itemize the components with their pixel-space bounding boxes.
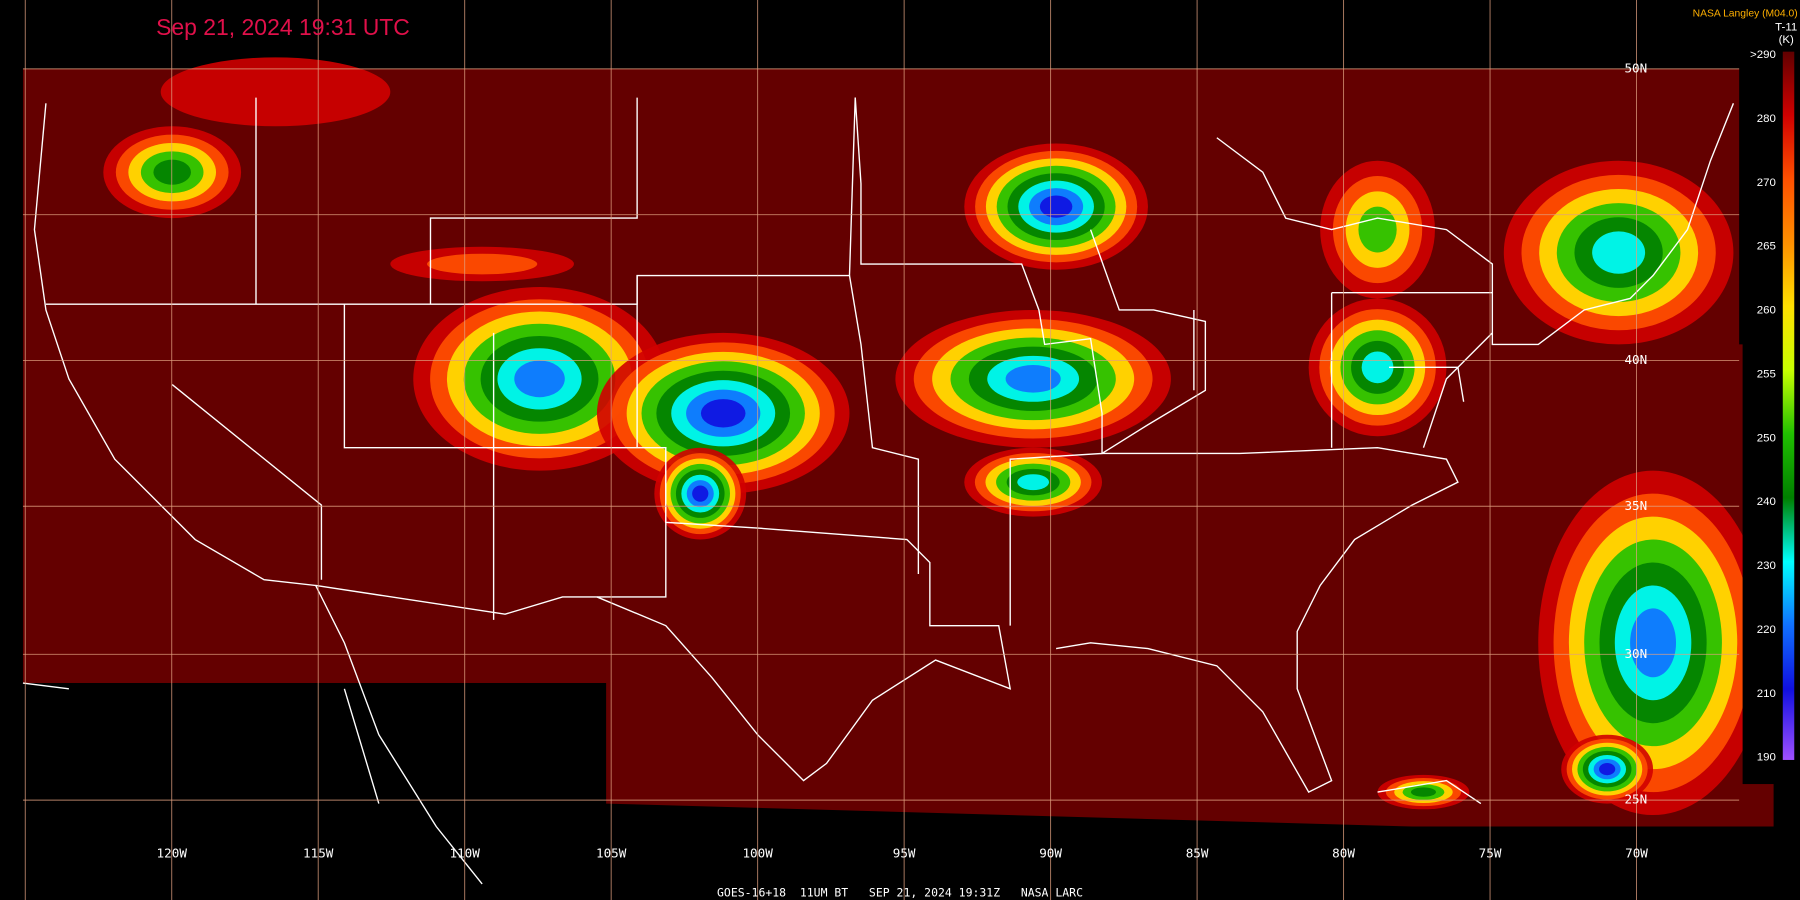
colorbar-label: 280 [1757,113,1776,125]
colorbar-label: 250 [1757,432,1776,444]
cloud [1005,365,1061,393]
colorbar-label: 255 [1757,368,1776,380]
latitude-label: 35N [1624,498,1647,513]
cloud [1039,195,1073,218]
longitude-label: 90W [1039,846,1062,861]
colorbar-label: 265 [1757,241,1776,253]
colorbar-label: 260 [1757,305,1776,317]
cloud [1017,474,1050,491]
cloud [700,399,746,428]
latitude-label: 40N [1624,352,1647,367]
cloud [1599,763,1616,776]
latitude-label: 25N [1624,792,1647,807]
colorbar-label: >290 [1750,49,1776,61]
graticule [22,0,1740,900]
colorbar-label: 230 [1757,560,1776,572]
cloud [1358,206,1397,253]
colorbar-label: 190 [1757,752,1776,764]
credit: NASA Langley (M04.0) [1693,9,1798,20]
longitude-label: 75W [1479,846,1502,861]
latitude-label: 50N [1624,60,1647,75]
longitude-label: 95W [893,846,916,861]
colorbar-title: T-11 [1775,22,1797,34]
cloud [427,253,538,275]
cloud [160,57,391,127]
longitude-label: 105W [596,846,627,861]
cloud [1592,231,1646,274]
latitude-label: 30N [1624,646,1647,661]
longitude-label: 115W [303,846,334,861]
longitude-label: 120W [157,846,188,861]
longitude-label: 110W [450,846,481,861]
colorbar-label: 210 [1757,688,1776,700]
cloud [1361,351,1394,384]
longitude-label: 85W [1186,846,1209,861]
cloud [692,485,709,502]
footer: GOES-16+18 11UM BT SEP 21, 2024 19:31Z N… [717,886,1083,900]
cloud [514,360,565,398]
longitude-label: 80W [1332,846,1355,861]
cloud-layer [103,57,1768,816]
colorbar-label: 240 [1757,496,1776,508]
timestamp: Sep 21, 2024 19:31 UTC [156,14,410,40]
cloud [1630,608,1677,678]
longitude-label: 70W [1625,846,1648,861]
cloud [1410,787,1436,797]
colorbar-label: 220 [1757,624,1776,636]
colorbar-label: 270 [1757,177,1776,189]
longitude-label: 100W [742,846,773,861]
colorbar-unit: (K) [1779,34,1794,46]
boundaries [22,97,1735,885]
colorbar [1782,51,1795,760]
